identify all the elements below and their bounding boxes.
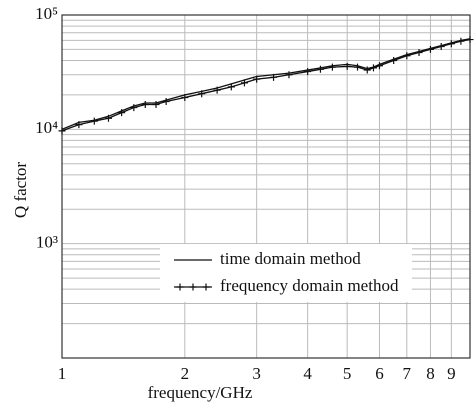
x-tick-label: 6 <box>375 364 384 383</box>
y-tick-label: 10³ <box>36 233 58 252</box>
data-point <box>198 90 206 98</box>
data-point <box>240 79 248 87</box>
data-point <box>369 64 377 72</box>
y-tick-label: 10⁴ <box>35 118 58 137</box>
data-point <box>58 127 66 135</box>
data-point <box>118 109 126 117</box>
data-point <box>316 65 324 73</box>
x-tick-label: 4 <box>303 364 312 383</box>
data-point <box>437 43 445 51</box>
legend-label: frequency domain method <box>220 276 399 295</box>
data-point <box>227 83 235 91</box>
x-axis-label: frequency/GHz <box>148 383 253 402</box>
x-tick-label: 2 <box>181 364 190 383</box>
data-point <box>75 121 83 129</box>
x-tick-label: 1 <box>58 364 67 383</box>
x-tick-label: 8 <box>426 364 435 383</box>
legend-label: time domain method <box>220 249 361 268</box>
data-point <box>375 62 383 70</box>
legend-marker <box>176 283 184 291</box>
legend: time domain method frequency domain metho… <box>160 244 412 302</box>
x-tick-label: 7 <box>403 364 412 383</box>
data-point <box>162 98 170 106</box>
series-line <box>61 38 471 130</box>
legend-box <box>160 244 412 302</box>
data-point <box>270 73 278 81</box>
series-line <box>61 38 471 132</box>
data-point <box>130 104 138 112</box>
data-point <box>363 66 371 74</box>
data-point <box>403 52 411 60</box>
x-tick-label: 3 <box>252 364 261 383</box>
data-point <box>466 36 474 44</box>
plot-frame <box>61 14 471 359</box>
data-point <box>447 40 455 48</box>
data-point <box>415 48 423 56</box>
data-point <box>213 86 221 94</box>
data-point <box>253 75 261 83</box>
data-point <box>390 56 398 64</box>
data-point <box>354 63 362 71</box>
data-point <box>152 100 160 108</box>
data-point <box>328 63 336 71</box>
data-point <box>90 117 98 125</box>
data-point <box>304 68 312 76</box>
data-point <box>343 62 351 70</box>
legend-marker <box>202 283 210 291</box>
data-point <box>426 45 434 53</box>
x-tick-label: 5 <box>343 364 352 383</box>
y-axis-label: Q factor <box>11 162 30 219</box>
data-point <box>104 114 112 122</box>
x-tick-label: 9 <box>447 364 456 383</box>
legend-marker <box>189 283 197 291</box>
data-point <box>181 93 189 101</box>
data-point <box>457 37 465 45</box>
data-point <box>285 71 293 79</box>
y-tick-label: 10⁵ <box>35 4 58 23</box>
data-point <box>141 100 149 108</box>
